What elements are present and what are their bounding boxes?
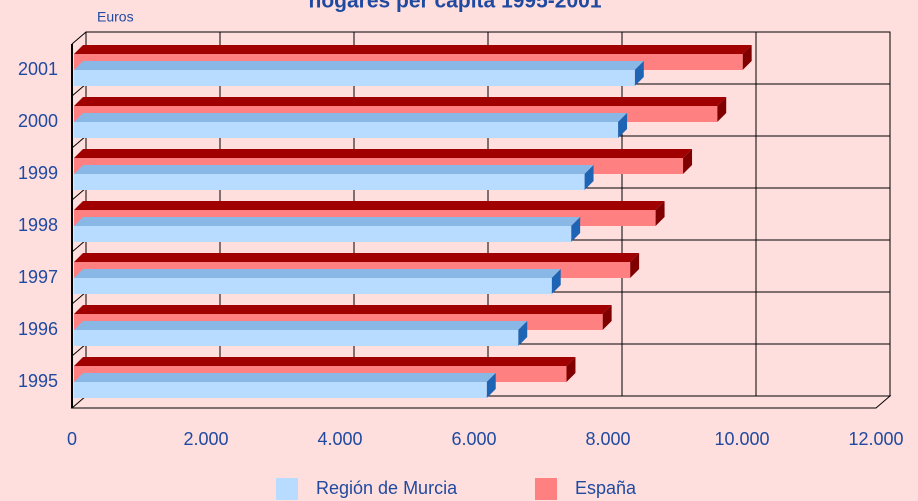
bar [74, 174, 585, 190]
x-tick-label: 6.000 [451, 429, 496, 449]
bar-side [518, 321, 528, 346]
x-tick-label: 12.000 [848, 429, 903, 449]
bar [74, 330, 519, 346]
x-tick-label: 2.000 [183, 429, 228, 449]
legend-swatch [535, 478, 557, 500]
y-tick-label: 2000 [18, 111, 58, 131]
legend-label: Región de Murcia [316, 478, 458, 498]
bar-side [618, 113, 628, 138]
axis-edge [71, 31, 87, 45]
bar-side [655, 201, 665, 226]
x-tick-label: 4.000 [317, 429, 362, 449]
bar-top [74, 373, 496, 382]
bar [74, 226, 572, 242]
bar [74, 70, 635, 86]
y-tick-label: 1996 [18, 319, 58, 339]
bar-side [634, 61, 644, 86]
bar [74, 122, 619, 138]
bar-top [74, 253, 640, 262]
x-tick-label: 10.000 [714, 429, 769, 449]
bar-side [742, 45, 752, 70]
y-tick-label: 1998 [18, 215, 58, 235]
bar-top [74, 201, 665, 210]
bar-top [74, 217, 581, 226]
bar-side [551, 269, 561, 294]
legend-label: España [575, 478, 637, 498]
bar-side [486, 373, 496, 398]
y-tick-label: 1999 [18, 163, 58, 183]
bar-side [566, 357, 576, 382]
y-tick-label: 1997 [18, 267, 58, 287]
bar-top [74, 45, 752, 54]
bar-side [630, 253, 640, 278]
x-tick-label: 0 [67, 429, 77, 449]
bar-side [602, 305, 612, 330]
bar-side [683, 149, 693, 174]
bar-top [74, 305, 612, 314]
bar-side [584, 165, 594, 190]
bar-top [74, 269, 561, 278]
chart-title: hogares per cápita 1995-2001 [309, 0, 602, 13]
bar-top [74, 165, 594, 174]
bar-side [717, 97, 727, 122]
y-tick-label: 2001 [18, 59, 58, 79]
bar [74, 278, 552, 294]
bar-top [74, 113, 628, 122]
bar-side [571, 217, 581, 242]
y-tick-label: 1995 [18, 371, 58, 391]
bar-top [74, 61, 644, 70]
bar-top [74, 149, 693, 158]
y-axis-label: Euros [97, 9, 134, 25]
bar-top [74, 97, 727, 106]
bar-top [74, 357, 576, 366]
bar-top [74, 321, 528, 330]
bar [74, 382, 487, 398]
x-tick-label: 8.000 [585, 429, 630, 449]
legend-swatch [276, 478, 298, 500]
